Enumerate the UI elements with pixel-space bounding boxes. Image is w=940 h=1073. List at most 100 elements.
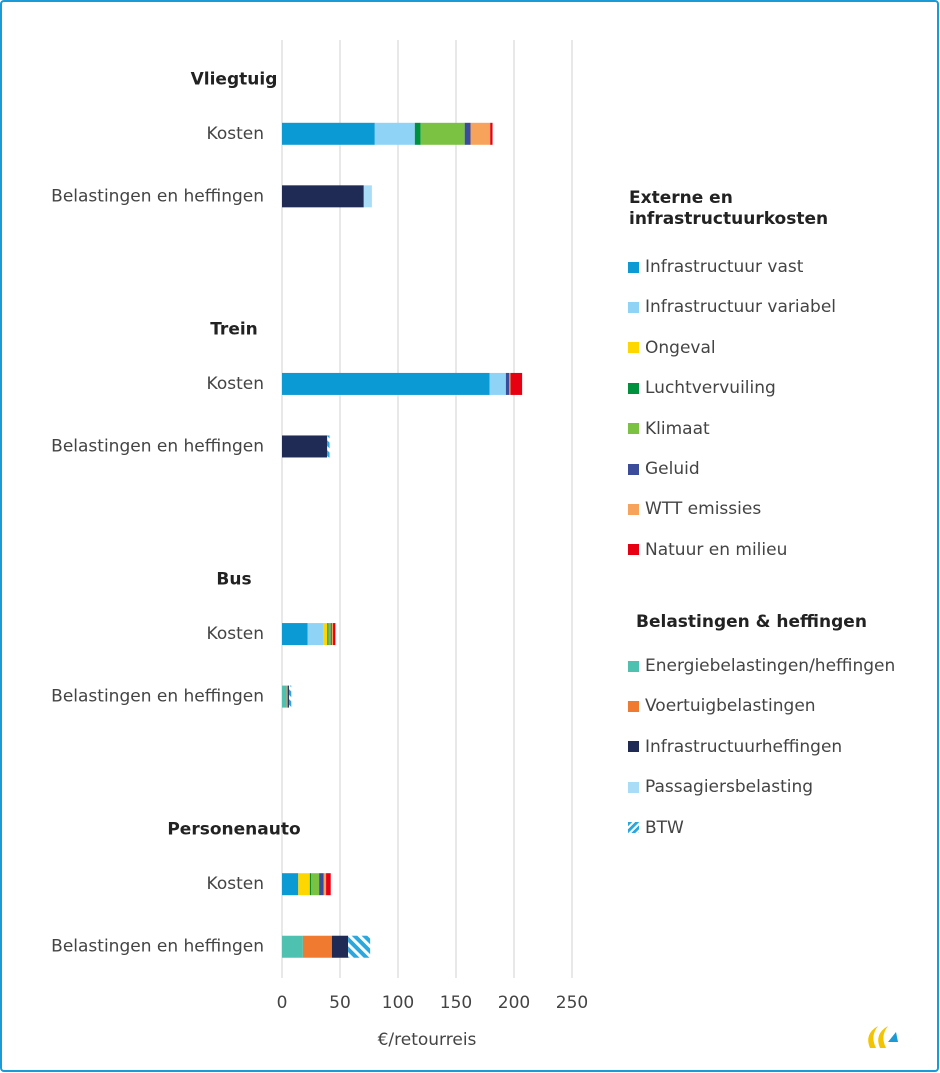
bar-segment bbox=[510, 372, 523, 395]
category-label: Kosten bbox=[207, 874, 264, 894]
bar-segment bbox=[311, 873, 320, 896]
legend-title: Externe en infrastructuurkosten bbox=[629, 188, 829, 229]
legend-label: Infrastructuur vast bbox=[645, 257, 804, 277]
legend-swatch bbox=[628, 700, 639, 712]
bar-segment bbox=[323, 623, 328, 646]
legend-swatch bbox=[628, 822, 639, 834]
legend-item: Ongeval bbox=[628, 337, 716, 359]
bar-segment bbox=[470, 122, 491, 145]
category-label: Belastingen en heffingen bbox=[51, 687, 264, 707]
x-tick-label: 250 bbox=[556, 993, 588, 1013]
bar-segment bbox=[282, 685, 287, 708]
bar-segment bbox=[348, 935, 371, 958]
legend-item: Geluid bbox=[628, 458, 700, 480]
category-label: Kosten bbox=[207, 624, 264, 644]
legend-swatch bbox=[628, 544, 639, 556]
legend-label: Voertuigbelastingen bbox=[645, 696, 816, 717]
legend-item: Luchtvervuiling bbox=[628, 377, 776, 399]
legend-swatch bbox=[628, 382, 639, 394]
group-label: Trein bbox=[210, 319, 258, 339]
legend-item: Infrastructuur variabel bbox=[628, 296, 836, 318]
bar-segment bbox=[282, 435, 328, 458]
legend-item: WTT emissies bbox=[628, 498, 761, 520]
bar-segment bbox=[464, 122, 471, 145]
x-tick-label: 150 bbox=[440, 993, 472, 1013]
legend-item: Infrastructuurheffingen bbox=[628, 736, 842, 758]
bar-segment bbox=[363, 185, 372, 208]
bar-segment bbox=[333, 623, 336, 646]
bar-segment bbox=[282, 372, 490, 395]
legend-item: BTW bbox=[628, 817, 684, 839]
bar-segment bbox=[330, 623, 332, 646]
category-label: Belastingen en heffingen bbox=[51, 436, 264, 456]
category-label: Belastingen en heffingen bbox=[51, 186, 264, 206]
legend-label: Energiebelastingen/heffingen bbox=[645, 656, 896, 676]
bar-segment bbox=[489, 372, 506, 395]
group-label: Vliegtuig bbox=[191, 69, 278, 89]
bar-segment bbox=[374, 122, 415, 145]
legend-swatch bbox=[628, 342, 639, 354]
bar-segment bbox=[286, 685, 288, 708]
bar-segment bbox=[509, 372, 511, 395]
bar-segment bbox=[307, 623, 324, 646]
category-label: Kosten bbox=[207, 124, 264, 144]
legend-label: Natuur en milieu bbox=[645, 539, 788, 560]
legend-item: Natuur en milieu bbox=[628, 539, 787, 561]
legend-label: Geluid bbox=[645, 459, 700, 479]
legend-swatch bbox=[628, 781, 639, 793]
legend-item: Energiebelastingen/heffingen bbox=[628, 655, 895, 677]
category-label: Belastingen en heffingen bbox=[51, 937, 264, 957]
legend-swatch bbox=[628, 301, 639, 313]
legend-label: Ongeval bbox=[645, 337, 716, 358]
bar-segment bbox=[288, 685, 292, 708]
x-tick-label: 50 bbox=[329, 993, 351, 1013]
bar-segment bbox=[323, 873, 327, 896]
group-label: Personenauto bbox=[167, 820, 300, 840]
bar-segment bbox=[326, 873, 331, 896]
bar-segment bbox=[282, 873, 299, 896]
legend-swatch bbox=[628, 463, 639, 475]
bar-segment bbox=[490, 122, 493, 145]
legend-swatch bbox=[628, 660, 639, 672]
legend-label: BTW bbox=[645, 817, 684, 838]
logo bbox=[868, 1026, 898, 1048]
bar-segment bbox=[420, 122, 465, 145]
x-tick-label: 200 bbox=[498, 993, 530, 1013]
bar-segment bbox=[331, 935, 349, 958]
bar-segment bbox=[414, 122, 421, 145]
legend-title: Belastingen & heffingen bbox=[636, 612, 867, 632]
bar-segment bbox=[302, 935, 332, 958]
bar-segment bbox=[327, 435, 330, 458]
legend-label: Klimaat bbox=[645, 418, 710, 439]
legend-swatch bbox=[628, 741, 639, 753]
bar-segment bbox=[282, 935, 303, 958]
legend-label: Infrastructuur variabel bbox=[645, 297, 837, 318]
bar-segment bbox=[328, 623, 331, 646]
legend-item: Klimaat bbox=[628, 418, 710, 440]
legend-item: Voertuigbelastingen bbox=[628, 695, 816, 717]
category-label: Kosten bbox=[207, 374, 264, 394]
legend-label: Passagiersbelasting bbox=[645, 777, 814, 798]
legend-swatch bbox=[628, 423, 639, 435]
legend-label: WTT emissies bbox=[645, 499, 762, 520]
bar-segment bbox=[327, 623, 329, 646]
legend-label: Infrastructuurheffingen bbox=[645, 736, 843, 757]
x-tick-label: 0 bbox=[277, 993, 288, 1013]
legend-swatch bbox=[628, 503, 639, 515]
legend-item: Infrastructuur vast bbox=[628, 256, 803, 278]
x-tick-label: 100 bbox=[382, 993, 414, 1013]
legend-swatch bbox=[628, 261, 639, 273]
bar-segment bbox=[282, 122, 375, 145]
bar-segment bbox=[282, 623, 308, 646]
bar-segment bbox=[282, 185, 364, 208]
group-label: Bus bbox=[216, 570, 251, 590]
legend-item: Passagiersbelasting bbox=[628, 776, 813, 798]
bar-segment bbox=[331, 623, 334, 646]
x-axis-title: €/retourreis bbox=[378, 1030, 477, 1050]
bar-segment bbox=[319, 873, 324, 896]
bar-segment bbox=[505, 372, 510, 395]
bar-segment bbox=[309, 873, 311, 896]
